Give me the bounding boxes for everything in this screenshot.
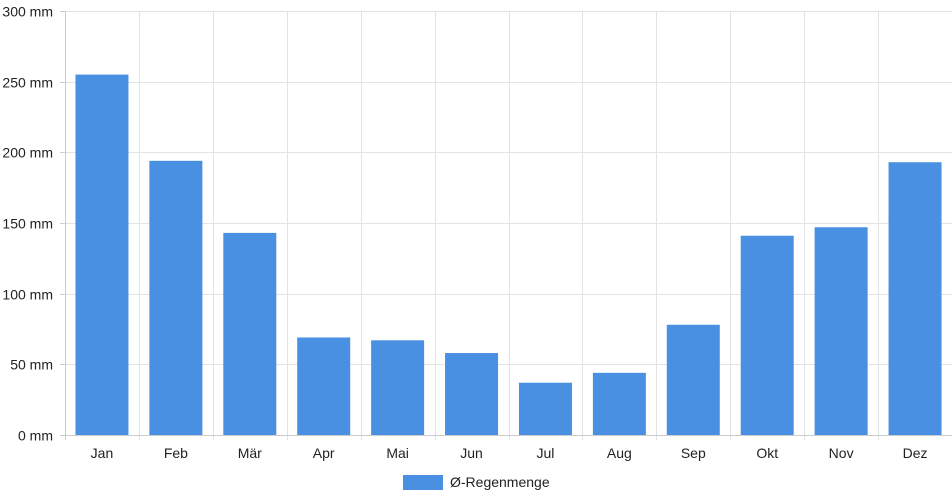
bar-Nov[interactable]	[814, 227, 868, 435]
bar-Apr[interactable]	[297, 337, 351, 435]
x-tick-label: Okt	[756, 445, 778, 461]
bar-Okt[interactable]	[740, 235, 794, 435]
y-tick-label: 200 mm	[2, 145, 53, 161]
y-tick-label: 250 mm	[2, 75, 53, 91]
x-tick-label: Apr	[313, 445, 335, 461]
bar-Sep[interactable]	[666, 324, 720, 435]
x-tick-label: Aug	[607, 445, 632, 461]
x-tick-label: Dez	[903, 445, 928, 461]
axis-layer: 0 mm 50 mm 100 mm 150 mm 200 mm 250 mm 300 mm J…	[2, 4, 952, 461]
bar-Aug[interactable]	[592, 372, 646, 435]
legend-swatch	[403, 475, 443, 490]
y-tick-label: 100 mm	[2, 287, 53, 303]
x-tick-label: Jul	[537, 445, 555, 461]
bar-Jan[interactable]	[75, 74, 129, 435]
y-tick-label: 150 mm	[2, 216, 53, 232]
y-tick-label: 50 mm	[10, 357, 53, 373]
y-tick-label: 0 mm	[18, 428, 53, 444]
x-tick-label: Nov	[829, 445, 854, 461]
x-tick-label: Feb	[164, 445, 188, 461]
x-tick-label: Mär	[238, 445, 262, 461]
legend-item[interactable]: Ø-Regenmenge	[403, 474, 550, 490]
legend-label: Ø-Regenmenge	[450, 474, 550, 490]
bars-layer	[75, 74, 942, 435]
x-tick-label: Mai	[386, 445, 409, 461]
y-tick-label: 300 mm	[2, 4, 53, 20]
bar-Mär[interactable]	[223, 232, 277, 435]
x-tick-label: Jan	[91, 445, 114, 461]
x-tick-label: Sep	[681, 445, 706, 461]
x-tick-label: Jun	[460, 445, 483, 461]
bar-Feb[interactable]	[149, 160, 203, 435]
bar-Mai[interactable]	[371, 340, 425, 435]
bar-Jul[interactable]	[518, 382, 572, 435]
bar-Dez[interactable]	[888, 162, 942, 435]
bar-Jun[interactable]	[445, 353, 499, 435]
legend[interactable]: Ø-Regenmenge	[403, 474, 550, 490]
grid-layer	[65, 11, 952, 440]
